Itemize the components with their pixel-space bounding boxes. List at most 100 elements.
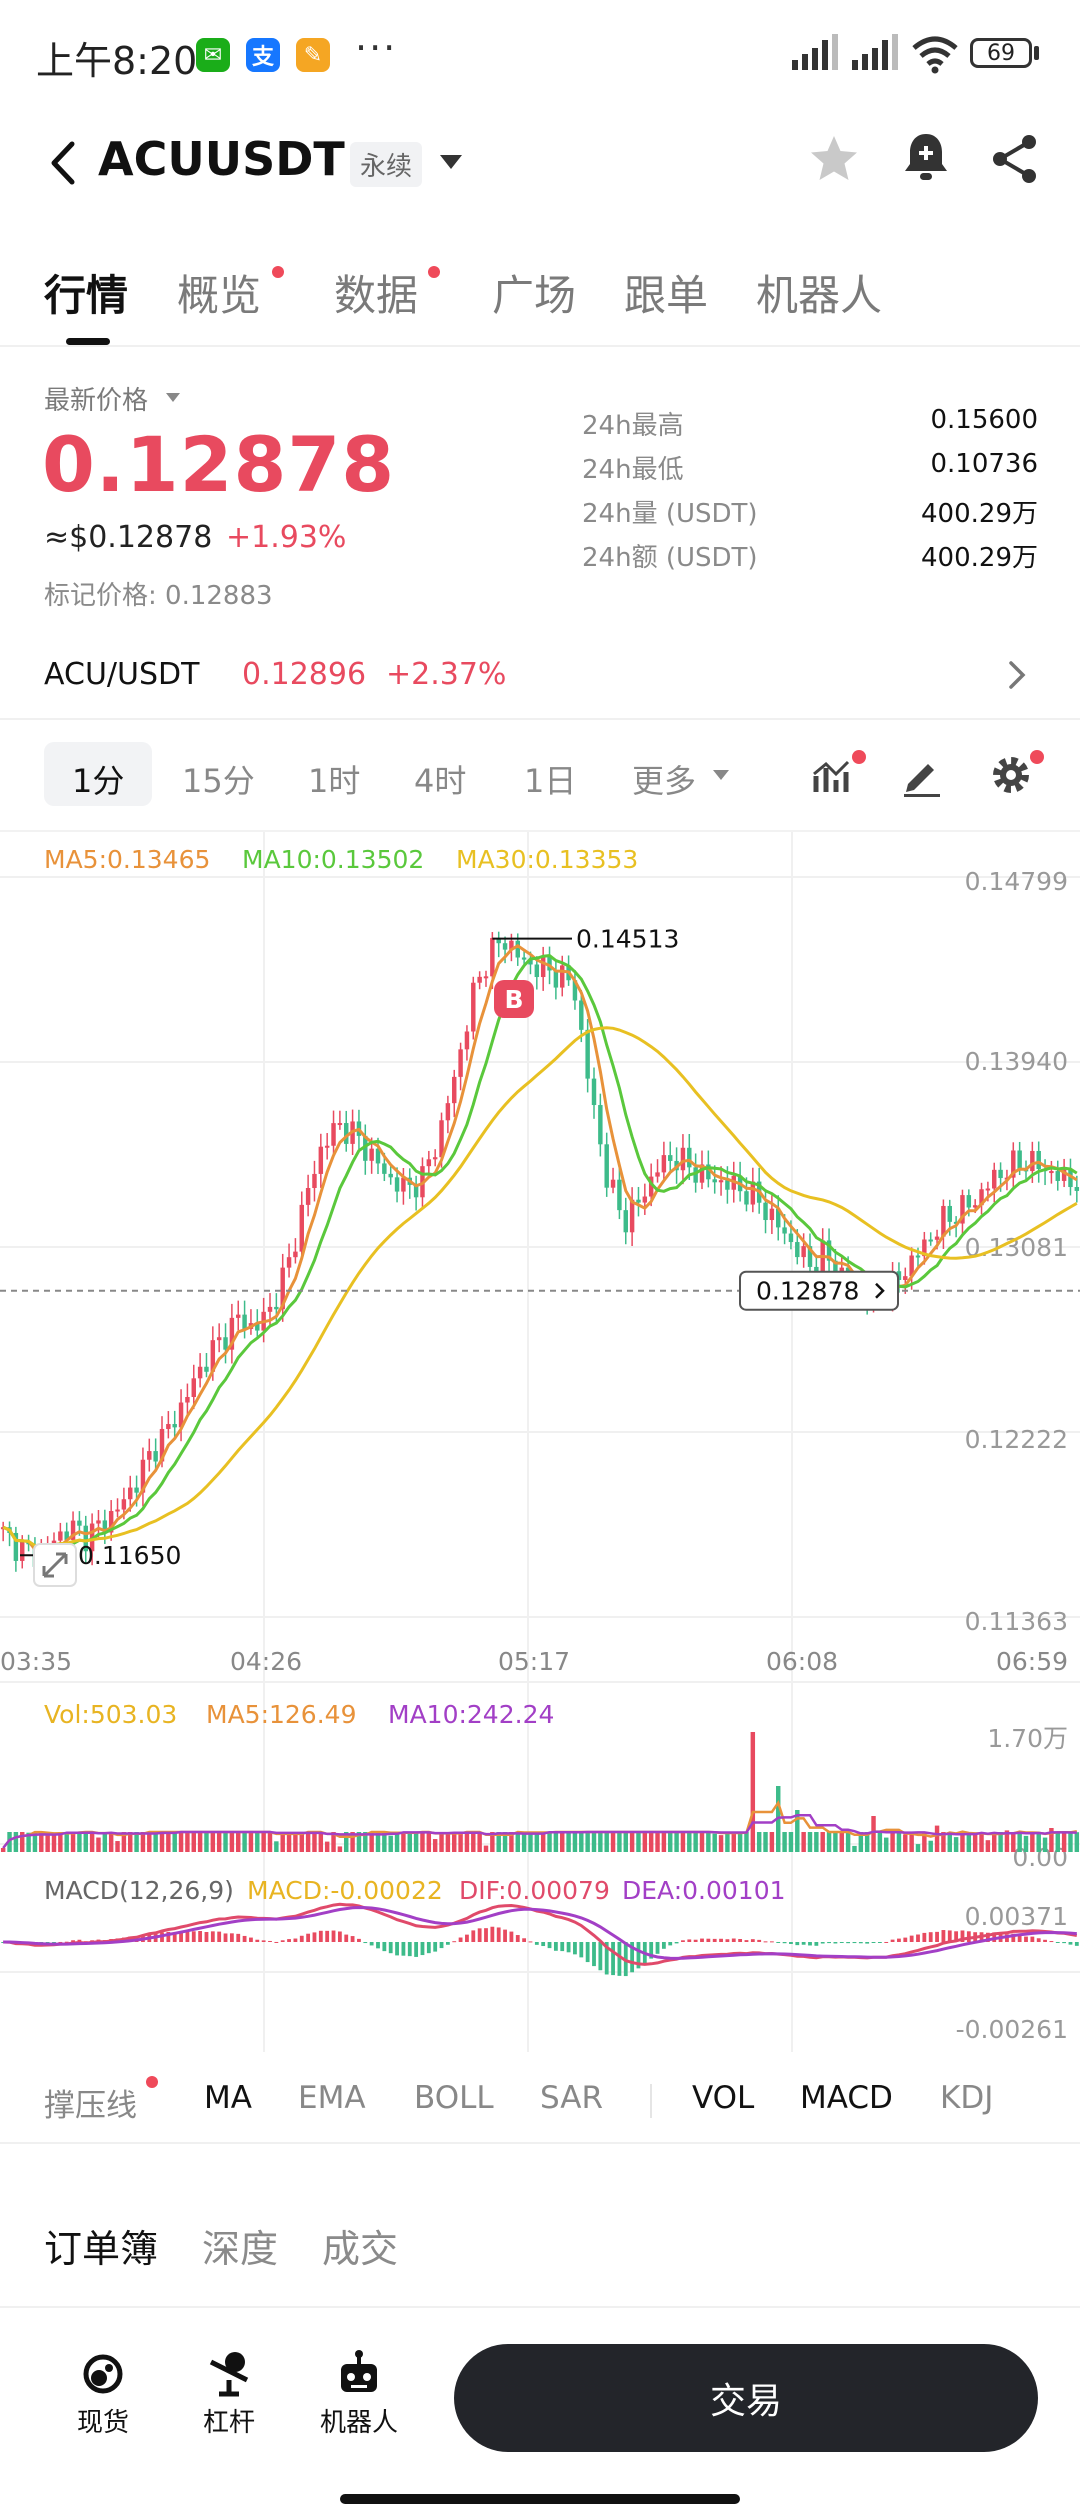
interval-1h[interactable]: 1时 bbox=[308, 762, 361, 800]
volume-bar bbox=[572, 1832, 578, 1852]
tab-orderbook[interactable]: 订单簿 bbox=[44, 2227, 159, 2271]
spot-price: 0.12896 bbox=[242, 657, 367, 692]
macd-bar bbox=[1043, 1939, 1047, 1942]
nav-robot[interactable]: 机器人 bbox=[304, 2350, 414, 2439]
candle-body bbox=[172, 1424, 177, 1428]
candle-body bbox=[909, 1255, 914, 1277]
spot-pair[interactable]: ACU/USDT bbox=[44, 657, 200, 692]
indicator-tab-macd[interactable]: MACD bbox=[800, 2080, 893, 2116]
draw-pen-icon[interactable] bbox=[900, 754, 944, 798]
candle-body bbox=[814, 1266, 819, 1272]
candle-body bbox=[445, 1103, 451, 1121]
indicator-tab-vol[interactable]: VOL bbox=[692, 2080, 755, 2116]
interval-more[interactable]: 更多 bbox=[632, 762, 697, 800]
macd-bar bbox=[1024, 1936, 1028, 1942]
tab-square[interactable]: 广场 bbox=[492, 271, 577, 320]
candle-body bbox=[604, 1144, 609, 1188]
home-indicator bbox=[340, 2494, 740, 2504]
macd-bar bbox=[261, 1940, 266, 1942]
tab-copy-trading[interactable]: 跟单 bbox=[624, 271, 709, 320]
macd-bar bbox=[1074, 1942, 1079, 1946]
macd-bar bbox=[833, 1942, 838, 1944]
macd-bar bbox=[954, 1931, 959, 1942]
star-icon[interactable] bbox=[808, 133, 860, 185]
indicator-tab-ema[interactable]: EMA bbox=[298, 2080, 366, 2116]
volume-bar bbox=[204, 1832, 209, 1852]
candle-body bbox=[147, 1451, 152, 1460]
candle-body bbox=[197, 1366, 203, 1379]
trade-button[interactable]: 交易 bbox=[454, 2344, 1038, 2452]
candle-body bbox=[572, 980, 578, 1001]
macd-bar bbox=[801, 1942, 806, 1945]
volume-bar bbox=[884, 1837, 889, 1852]
stat-label-turnover: 24h额 (USDT) bbox=[582, 543, 758, 573]
tab-trades[interactable]: 成交 bbox=[322, 2227, 399, 2271]
macd-bar bbox=[706, 1938, 711, 1942]
latest-price-label[interactable]: 最新价格 bbox=[44, 386, 149, 416]
nav-margin[interactable]: 杠杆 bbox=[174, 2350, 284, 2439]
volume-bar bbox=[763, 1832, 768, 1852]
macd-bar bbox=[58, 1941, 63, 1943]
volume-bar bbox=[820, 1832, 825, 1852]
candle-body bbox=[432, 1157, 438, 1160]
caret-down-icon[interactable] bbox=[713, 770, 729, 780]
contract-type-tag[interactable]: 永续 bbox=[350, 142, 423, 187]
bell-icon[interactable] bbox=[900, 130, 952, 186]
tab-bots[interactable]: 机器人 bbox=[756, 271, 883, 320]
support-resistance-tab[interactable]: 撑压线 bbox=[44, 2088, 137, 2124]
macd-bar bbox=[617, 1942, 622, 1976]
volume-bar bbox=[528, 1832, 533, 1852]
volume-bar bbox=[788, 1832, 794, 1852]
macd-bar bbox=[782, 1942, 787, 1944]
candle-body bbox=[115, 1509, 120, 1512]
interval-1m[interactable]: 1分 bbox=[72, 762, 125, 800]
macd-bar bbox=[401, 1942, 406, 1956]
indicator-tab-sar[interactable]: SAR bbox=[540, 2080, 603, 2116]
interval-4h[interactable]: 4时 bbox=[414, 762, 467, 800]
dea-legend: DEA:0.00101 bbox=[622, 1876, 786, 1905]
volume-bar bbox=[915, 1844, 921, 1852]
pair-title[interactable]: ACUUSDT bbox=[98, 132, 345, 186]
gear-icon[interactable] bbox=[988, 752, 1034, 798]
indicator-tab-ma[interactable]: MA bbox=[204, 2080, 252, 2116]
candle-body bbox=[128, 1487, 133, 1500]
share-icon[interactable] bbox=[990, 133, 1040, 185]
interval-15m[interactable]: 15分 bbox=[182, 762, 255, 800]
volume-bar bbox=[655, 1832, 660, 1852]
dif-legend: DIF:0.00079 bbox=[459, 1876, 610, 1905]
spot-icon bbox=[83, 2354, 123, 2394]
current-price-tag[interactable]: 0.12878 bbox=[739, 1270, 899, 1311]
volume-bar bbox=[0, 1848, 6, 1852]
spot-change: +2.37% bbox=[386, 657, 507, 692]
back-icon[interactable] bbox=[44, 138, 84, 188]
indicator-chart-icon[interactable] bbox=[812, 754, 858, 800]
tab-overview[interactable]: 概览 bbox=[177, 271, 262, 320]
chevron-right-icon[interactable] bbox=[1005, 657, 1029, 693]
indicator-tab-kdj[interactable]: KDJ bbox=[940, 2080, 994, 2116]
volume-bar bbox=[388, 1835, 393, 1852]
macd-bar bbox=[337, 1931, 342, 1942]
caret-down-icon[interactable] bbox=[166, 393, 180, 402]
candle-body bbox=[972, 1205, 978, 1208]
volume-bar bbox=[693, 1832, 698, 1852]
volume-bar bbox=[185, 1832, 190, 1852]
candlestick-chart[interactable]: MA5:0.13465 MA10:0.13502 MA30:0.13353 0.… bbox=[0, 832, 1080, 2052]
nav-spot[interactable]: 现货 bbox=[48, 2350, 158, 2439]
macd-bar bbox=[426, 1942, 431, 1954]
chevron-down-icon[interactable] bbox=[440, 155, 462, 169]
volume-bar bbox=[96, 1837, 101, 1852]
indicator-tab-boll[interactable]: BOLL bbox=[414, 2080, 494, 2116]
candle-body bbox=[363, 1135, 368, 1161]
tab-market[interactable]: 行情 bbox=[44, 271, 129, 320]
expand-icon[interactable] bbox=[33, 1543, 77, 1587]
candle-body bbox=[458, 1049, 463, 1077]
interval-1d[interactable]: 1日 bbox=[524, 762, 577, 800]
tab-depth[interactable]: 深度 bbox=[202, 2227, 279, 2271]
candle-body bbox=[204, 1366, 209, 1372]
candle-body bbox=[661, 1155, 667, 1173]
tab-data[interactable]: 数据 bbox=[334, 271, 419, 320]
candle-body bbox=[623, 1210, 628, 1233]
volume-bar bbox=[32, 1832, 38, 1852]
volume-bar bbox=[305, 1832, 311, 1852]
candle-body bbox=[648, 1176, 654, 1197]
